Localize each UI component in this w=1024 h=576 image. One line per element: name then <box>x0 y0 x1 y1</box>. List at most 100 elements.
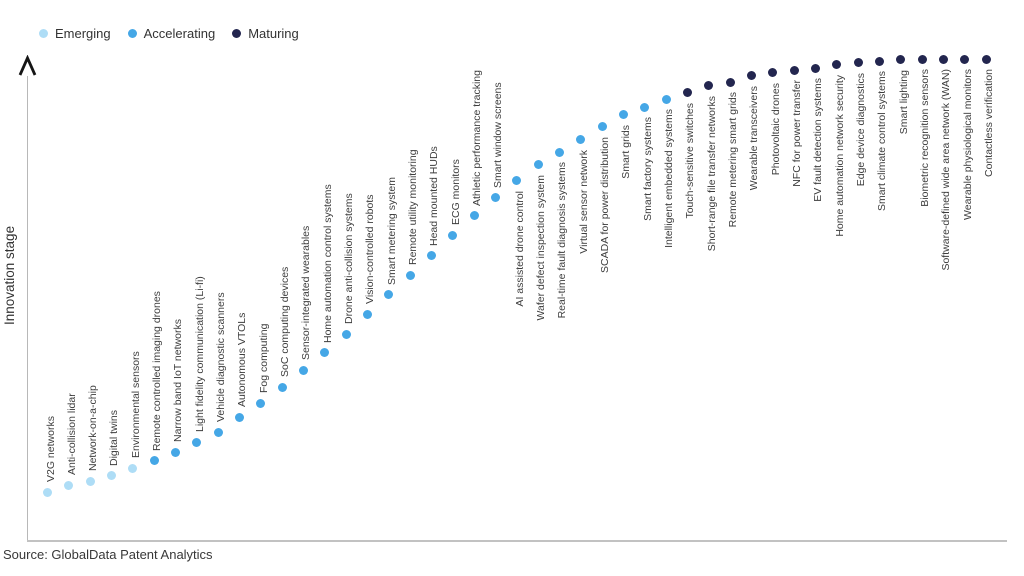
data-point-label: Virtual sensor network <box>577 149 590 254</box>
legend-item-emerging[interactable]: Emerging <box>39 26 111 41</box>
data-point-dot <box>810 63 820 73</box>
data-point-label: Wafer defect inspection system <box>535 174 548 321</box>
data-point-dot <box>640 102 650 112</box>
legend-item-accelerating[interactable]: Accelerating <box>127 26 216 41</box>
data-point-dot <box>981 54 991 64</box>
source-note: Source: GlobalData Patent Analytics <box>3 547 213 562</box>
data-point-dot <box>405 270 415 280</box>
data-point-dot <box>938 54 948 64</box>
data-point-dot <box>597 122 607 132</box>
data-point-label: Digital twins <box>108 409 121 466</box>
data-point-label: Remote utility monitoring <box>407 149 420 266</box>
data-point-label: Smart lighting <box>897 69 910 135</box>
data-point-label: Environmental sensors <box>129 351 142 459</box>
data-point-label: SoC computing devices <box>279 266 292 378</box>
data-point-label: Remote metering smart grids <box>727 92 740 228</box>
data-point-dot <box>768 68 778 78</box>
data-point-dot <box>725 77 735 87</box>
legend-label-emerging: Emerging <box>55 26 111 41</box>
data-point-label: Anti-collision lidar <box>65 393 78 476</box>
data-point-dot <box>277 382 287 392</box>
data-point-label: Smart factory systems <box>641 117 654 222</box>
data-point-label: Wearable transceivers <box>748 85 761 191</box>
data-point-label: Short-range file transfer networks <box>705 95 718 252</box>
data-point-dot <box>85 476 95 486</box>
data-point-dot <box>426 251 436 261</box>
data-point-label: Real-time fault diagnosis systems <box>556 162 569 319</box>
data-point-label: Contactless verification <box>983 69 996 177</box>
data-point-label: Vehicle diagnostic scanners <box>215 292 228 423</box>
data-point-dot <box>533 160 543 170</box>
data-point-dot <box>298 365 308 375</box>
data-point-dot <box>64 480 74 490</box>
data-point-label: Autonomous VTOLs <box>236 312 249 408</box>
y-axis-arrow-icon <box>18 55 37 76</box>
data-point-dot <box>853 58 863 68</box>
data-point-label: Head mounted HUDs <box>428 145 441 246</box>
data-point-label: Home automation network security <box>833 74 846 237</box>
data-point-dot <box>384 290 394 300</box>
data-point-dot <box>661 94 671 104</box>
data-point-dot <box>682 88 692 98</box>
data-point-dot <box>490 193 500 203</box>
data-point-dot <box>960 54 970 64</box>
data-point-label: Light fidelity communication (Li-fi) <box>193 276 206 433</box>
data-point-label: ECG monitors <box>449 159 462 226</box>
data-point-label: Intelligent embedded systems <box>663 109 676 248</box>
data-point-dot <box>576 135 586 145</box>
data-point-dot <box>917 54 927 64</box>
data-point-label: Smart grids <box>620 124 633 179</box>
data-point-label: NFC for power transfer <box>791 80 804 187</box>
data-point-label: Photovoltaic drones <box>769 82 782 176</box>
data-point-dot <box>896 55 906 65</box>
data-point-label: Wearable physiological monitors <box>961 69 974 220</box>
data-point-dot <box>192 437 202 447</box>
data-point-label: Edge device diagnostics <box>855 72 868 187</box>
data-point-label: Vision-controlled robots <box>364 194 377 305</box>
data-point-label: Sensor-integrated wearables <box>300 226 313 361</box>
data-point-label: Narrow band IoT networks <box>172 319 185 443</box>
data-point-label: AI assisted drone control <box>513 190 526 307</box>
data-point-dot <box>874 56 884 66</box>
data-point-dot <box>618 110 628 120</box>
data-point-dot <box>320 348 330 358</box>
data-point-dot <box>448 230 458 240</box>
data-point-label: Smart climate control systems <box>876 71 889 212</box>
data-point-dot <box>469 211 479 221</box>
data-point-label: Network-on-a-chip <box>87 385 100 472</box>
data-point-label: Touch-sensitive switches <box>684 102 697 219</box>
data-point-dot <box>106 471 116 481</box>
data-point-dot <box>362 309 372 319</box>
data-point-dot <box>128 463 138 473</box>
data-point-dot <box>234 412 244 422</box>
y-axis-title: Innovation stage <box>2 225 17 325</box>
legend-label-accelerating: Accelerating <box>143 26 216 41</box>
data-point-label: SCADA for power distribution <box>599 136 612 273</box>
data-point-label: Remote controlled imaging drones <box>151 291 164 451</box>
x-axis-line <box>27 540 1007 542</box>
data-point-dot <box>789 65 799 75</box>
legend-item-maturing[interactable]: Maturing <box>232 26 299 41</box>
data-point-label: Athletic performance tracking <box>471 69 484 206</box>
data-point-label: Home automation control systems <box>321 183 334 343</box>
data-point-dot <box>554 147 564 157</box>
data-point-label: Software-defined wide area network (WAN) <box>940 69 953 271</box>
data-point-dot <box>512 176 522 186</box>
accelerating-dot-icon <box>127 29 137 38</box>
data-point-label: Smart metering system <box>385 176 398 285</box>
y-axis-line <box>27 76 28 541</box>
maturing-dot-icon <box>232 29 242 38</box>
data-point-dot <box>149 456 159 466</box>
legend: Emerging Accelerating Maturing <box>39 26 299 41</box>
data-point-dot <box>746 71 756 81</box>
emerging-dot-icon <box>39 29 48 38</box>
data-point-dot <box>341 329 351 339</box>
data-point-dot <box>213 427 223 437</box>
data-point-dot <box>170 447 180 457</box>
data-point-label: Drone anti-collision systems <box>343 193 356 325</box>
data-point-dot <box>832 60 842 70</box>
data-point-label: Smart window screens <box>492 82 505 188</box>
data-point-dot <box>256 398 266 408</box>
data-point-dot <box>43 487 52 497</box>
